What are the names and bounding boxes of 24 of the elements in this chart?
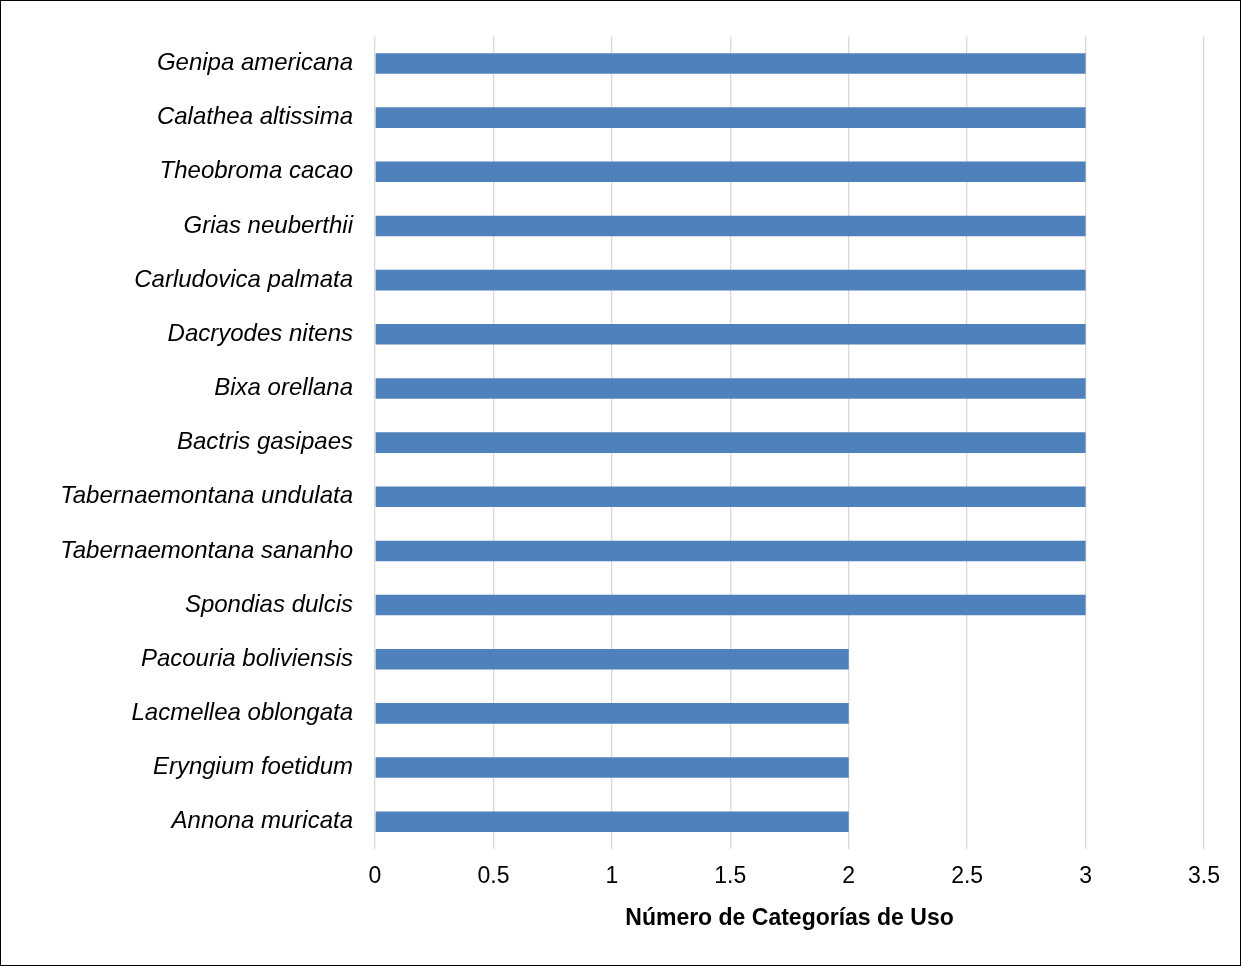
x-tick-label: 3 (1079, 861, 1092, 888)
x-tick-label: 2 (842, 861, 856, 888)
x-tick-label: 1.5 (714, 861, 747, 888)
y-tick-label: Eryngium foetidum (152, 752, 353, 780)
y-tick-label: Bixa orellana (214, 373, 353, 401)
x-tick-label: 2.5 (951, 861, 984, 888)
x-tick-label: 3.5 (1188, 861, 1220, 888)
x-tick-label: 1 (605, 861, 619, 888)
y-tick-label: Grias neuberthii (183, 210, 354, 238)
y-tick-label: Pacouria boliviensis (140, 643, 353, 671)
y-tick-label: Tabernaemontana sananho (60, 535, 353, 563)
y-tick-label: Calathea altissima (156, 102, 353, 130)
y-tick-label: Lacmellea oblongata (131, 698, 353, 726)
y-tick-label: Tabernaemontana undulata (60, 481, 353, 509)
y-tick-label: Theobroma cacao (159, 156, 353, 184)
y-tick-label: Dacryodes nitens (167, 318, 353, 346)
y-tick-label: Carludovica palmata (134, 264, 353, 292)
x-axis-title: Número de Categorías de Uso (625, 903, 954, 930)
y-tick-label: Genipa americana (156, 48, 353, 76)
y-tick-label: Spondias dulcis (184, 589, 353, 617)
x-tick-label: 0 (368, 861, 382, 888)
y-tick-label: Bactris gasipaes (176, 427, 353, 455)
x-tick-label: 0.5 (477, 861, 510, 888)
y-tick-label: Annona muricata (169, 806, 353, 834)
